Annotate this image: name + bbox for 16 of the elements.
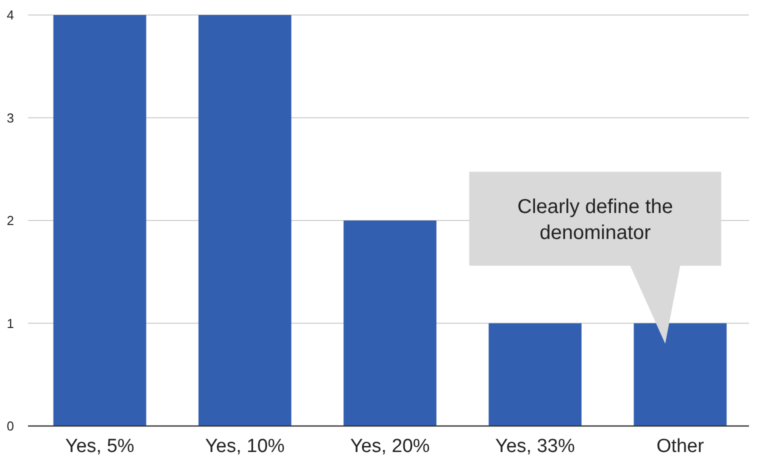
x-tick-label: Other <box>656 436 705 457</box>
bar <box>634 323 727 426</box>
x-tick-label: Yes, 33% <box>495 436 575 457</box>
x-tick-label: Yes, 20% <box>350 436 430 457</box>
x-tick-label: Yes, 5% <box>65 436 134 457</box>
y-tick-label: 2 <box>6 213 14 228</box>
bar <box>488 323 582 426</box>
bar <box>53 15 146 426</box>
y-tick-label: 4 <box>6 8 14 23</box>
y-tick-label: 1 <box>6 316 14 331</box>
y-tick-label: 3 <box>6 110 14 126</box>
annotation: Clearly define the denominator <box>517 196 674 244</box>
bar <box>198 15 292 426</box>
x-tick-label: Yes, 10% <box>205 436 285 457</box>
y-tick-label: 0 <box>6 418 14 434</box>
bar <box>344 220 436 426</box>
